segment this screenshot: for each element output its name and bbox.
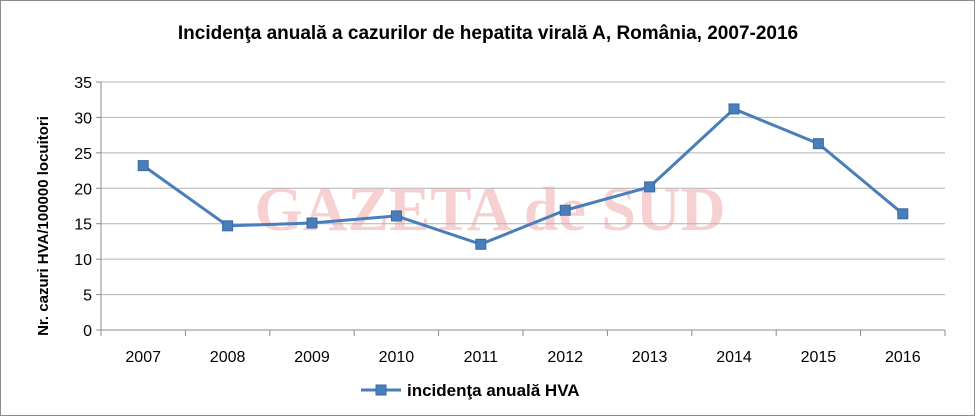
data-point-2015 <box>812 138 824 150</box>
legend: incidenţa anuală HVA <box>361 381 580 400</box>
x-tick-label: 2008 <box>210 349 246 366</box>
x-tick-label: 2016 <box>885 349 921 366</box>
data-point-2007 <box>137 160 149 172</box>
data-point-2016 <box>897 208 909 220</box>
data-point-2012 <box>559 204 571 216</box>
x-tick-label: 2013 <box>632 349 668 366</box>
y-tick-label: 35 <box>74 75 92 92</box>
axes <box>96 81 946 336</box>
x-tick-label: 2007 <box>125 349 161 366</box>
x-tick-label: 2011 <box>464 349 499 366</box>
y-tick-label: 0 <box>83 323 92 340</box>
x-tick-label: 2012 <box>547 349 583 366</box>
data-point-2014 <box>728 103 740 115</box>
data-point-2010 <box>390 210 402 222</box>
y-tick-label: 15 <box>74 217 92 234</box>
y-axis-label: Nr. cazuri HVA/100000 locuitori <box>35 116 52 336</box>
y-tick-label: 30 <box>74 110 92 127</box>
x-tick-label: 2014 <box>716 349 752 366</box>
y-tick-label: 20 <box>74 181 92 198</box>
x-tick-label: 2009 <box>294 349 330 366</box>
data-point-2011 <box>475 238 487 250</box>
data-point-2009 <box>306 217 318 229</box>
legend-label: incidenţa anuală HVA <box>407 381 580 400</box>
y-tick-label: 5 <box>83 288 92 305</box>
x-tick-label: 2010 <box>379 349 415 366</box>
series-line-group <box>137 103 909 250</box>
data-point-2013 <box>644 181 656 193</box>
gridlines <box>101 81 945 296</box>
y-tick-label: 25 <box>74 146 92 163</box>
data-point-2008 <box>222 220 234 232</box>
chart-title: Incidenţa anuală a cazurilor de hepatita… <box>178 23 798 44</box>
x-tick-label: 2015 <box>801 349 837 366</box>
x-tick-labels: 2007 2008 2009 2010 2011 2012 2013 2014 2015 2016 <box>125 349 920 366</box>
legend-marker-swatch <box>375 384 387 396</box>
series-line <box>142 107 904 246</box>
y-tick-label: 10 <box>74 252 92 269</box>
y-tick-labels: 0 5 10 15 20 25 30 35 <box>74 75 92 340</box>
